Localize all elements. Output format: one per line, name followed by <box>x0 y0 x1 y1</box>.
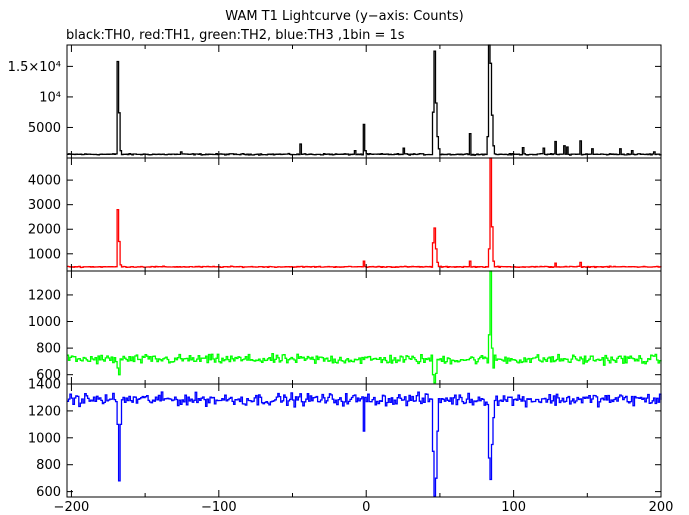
series-line-th0 <box>67 44 662 156</box>
y-tick-label: 1400 <box>28 378 61 393</box>
x-tick-label: −100 <box>201 500 237 515</box>
panel-frame-th2 <box>66 270 662 385</box>
series-line-th1 <box>67 157 662 269</box>
y-tick-label: 1000 <box>28 315 61 330</box>
y-tick-label: 800 <box>36 342 61 357</box>
y-tick-label: 800 <box>36 458 61 473</box>
y-tick-label: 4000 <box>28 174 61 189</box>
chart-subtitle: black:TH0, red:TH1, green:TH2, blue:TH3 … <box>66 28 405 43</box>
y-tick-label: 3000 <box>28 198 61 213</box>
y-tick-label: 600 <box>36 368 61 383</box>
y-tick-label: 2000 <box>28 223 61 238</box>
y-tick-label: 1000 <box>28 431 61 446</box>
series-line-th3 <box>67 391 662 497</box>
x-tick-label: 0 <box>362 500 370 515</box>
series-line-th2 <box>67 270 662 384</box>
panel-frame-th0 <box>66 44 662 159</box>
y-tick-label: 1.5×10⁴ <box>8 60 61 75</box>
x-tick-label: 200 <box>649 500 674 515</box>
x-tick-label: 100 <box>501 500 526 515</box>
y-tick-label: 1000 <box>28 247 61 262</box>
x-tick-label: −200 <box>54 500 90 515</box>
panel-frame-th3 <box>66 383 662 498</box>
y-tick-label: 1200 <box>28 404 61 419</box>
panel-frame-th1 <box>66 157 662 272</box>
y-tick-label: 10⁴ <box>39 90 61 105</box>
y-tick-label: 5000 <box>28 121 61 136</box>
y-tick-label: 1200 <box>28 288 61 303</box>
y-tick-label: 600 <box>36 485 61 500</box>
chart-title: WAM T1 Lightcurve (y−axis: Counts) <box>225 9 464 24</box>
